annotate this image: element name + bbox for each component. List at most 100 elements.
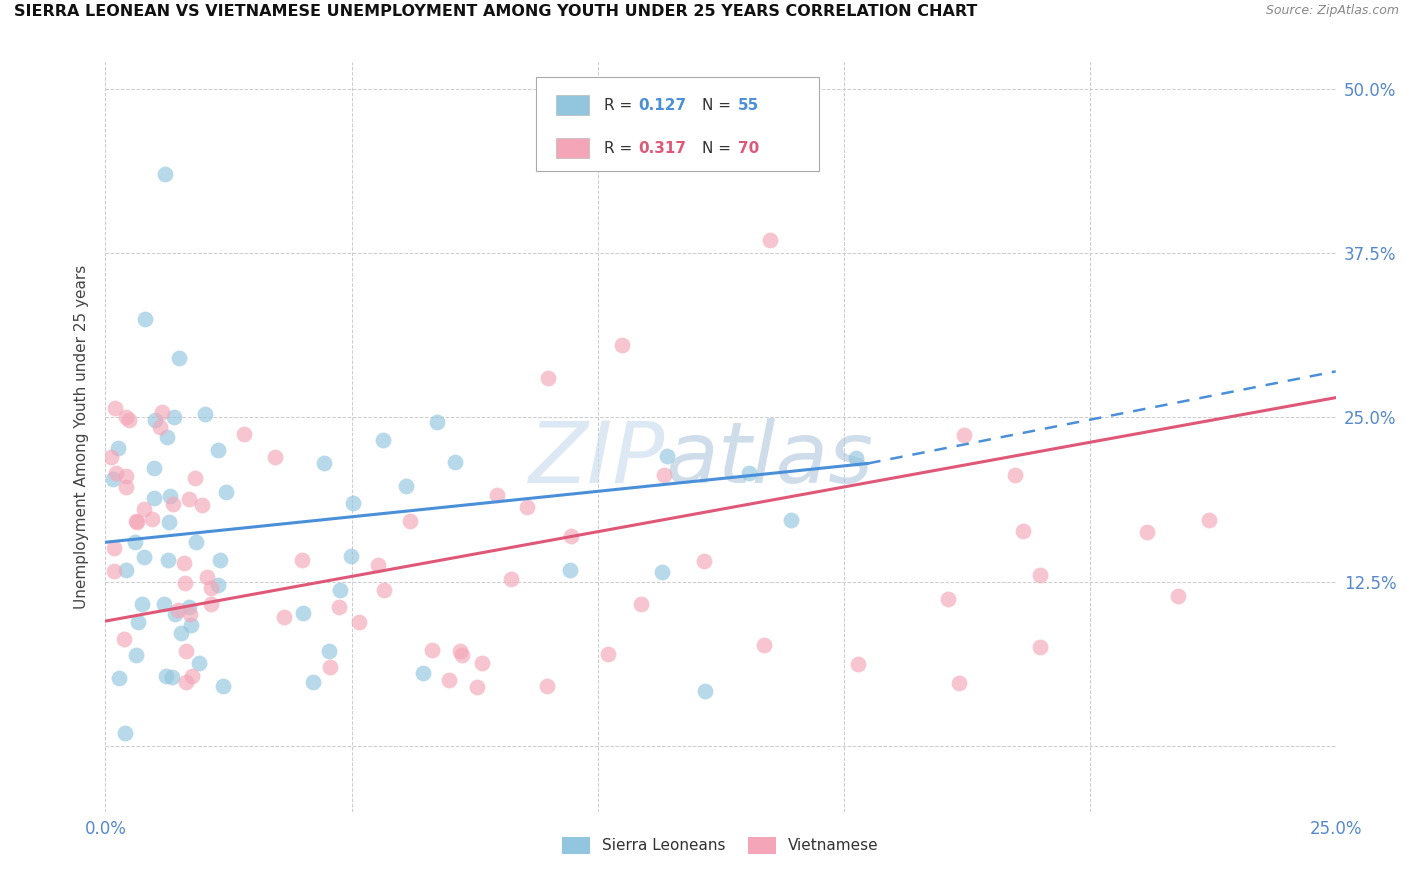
Point (302, 674, 325, 689)
Point (190, 499, 212, 513)
Point (180, 618, 202, 632)
Point (156, 430, 179, 444)
Point (179, 599, 201, 614)
Point (115, 469, 138, 483)
Point (630, 597, 652, 611)
Point (329, 583, 352, 598)
Point (195, 570, 218, 584)
Text: 55: 55 (738, 98, 759, 112)
Point (1029, 568, 1052, 582)
Point (485, 488, 508, 502)
Point (292, 607, 315, 621)
Point (846, 657, 869, 672)
Point (173, 556, 195, 570)
Text: 70: 70 (738, 141, 759, 156)
Point (103, 401, 125, 415)
FancyBboxPatch shape (555, 95, 589, 115)
Point (207, 577, 229, 591)
Point (651, 565, 673, 579)
Point (157, 553, 180, 567)
Point (936, 591, 959, 606)
Point (114, 726, 136, 740)
Point (738, 467, 761, 481)
Point (425, 415, 447, 429)
Point (184, 534, 207, 549)
Point (1029, 640, 1052, 655)
Point (398, 514, 420, 528)
Point (103, 472, 125, 486)
Point (342, 496, 364, 510)
Point (153, 167, 176, 181)
Point (693, 554, 716, 568)
Text: ZIP: ZIP (529, 418, 665, 501)
Point (610, 338, 633, 352)
Point (537, 371, 560, 385)
Point (1136, 525, 1159, 540)
Point (179, 491, 201, 506)
Point (152, 597, 174, 611)
Point (143, 413, 166, 427)
Point (373, 433, 395, 447)
Point (211, 679, 233, 693)
Text: Source: ZipAtlas.com: Source: ZipAtlas.com (1265, 4, 1399, 18)
Point (652, 468, 675, 483)
Point (444, 455, 467, 469)
Text: R =: R = (603, 98, 637, 112)
Point (340, 549, 363, 563)
Point (759, 233, 782, 247)
Point (395, 479, 418, 493)
Point (150, 405, 173, 419)
Point (373, 582, 395, 597)
Point (166, 603, 188, 617)
Point (165, 607, 187, 621)
Point (134, 311, 156, 326)
Text: SIERRA LEONEAN VS VIETNAMESE UNEMPLOYMENT AMONG YOUTH UNDER 25 YEARS CORRELATION: SIERRA LEONEAN VS VIETNAMESE UNEMPLOYMEN… (14, 4, 977, 20)
Point (752, 639, 775, 653)
Point (291, 552, 314, 566)
Point (163, 410, 186, 425)
Point (125, 515, 148, 529)
Point (1012, 524, 1035, 538)
Point (560, 529, 582, 543)
Point (179, 607, 201, 621)
Point (1198, 513, 1220, 527)
Text: N =: N = (702, 98, 735, 112)
Point (347, 615, 370, 629)
Point (131, 597, 153, 611)
Point (170, 625, 193, 640)
Point (536, 679, 558, 693)
Point (174, 675, 197, 690)
Point (312, 456, 335, 470)
Point (845, 451, 868, 466)
Point (174, 644, 197, 658)
Point (264, 450, 287, 465)
Point (1167, 589, 1189, 603)
Point (693, 684, 716, 698)
FancyBboxPatch shape (536, 78, 818, 171)
Text: R =: R = (603, 141, 637, 156)
Point (449, 643, 471, 657)
Point (157, 515, 180, 529)
Point (103, 541, 125, 556)
Point (437, 673, 460, 687)
Point (115, 563, 138, 577)
Point (127, 615, 149, 630)
Point (142, 491, 165, 506)
Point (471, 656, 494, 670)
Point (134, 549, 156, 564)
Point (134, 502, 156, 516)
Point (105, 467, 128, 481)
Point (188, 656, 211, 670)
Point (155, 669, 177, 683)
Point (159, 489, 181, 503)
Legend: Sierra Leoneans, Vietnamese: Sierra Leoneans, Vietnamese (557, 830, 884, 860)
Point (953, 427, 976, 442)
Point (124, 535, 146, 549)
Point (328, 599, 350, 614)
Point (200, 598, 222, 612)
Point (112, 632, 135, 646)
Point (273, 610, 295, 624)
Point (420, 642, 443, 657)
FancyBboxPatch shape (555, 138, 589, 159)
Y-axis label: Unemployment Among Youth under 25 years: Unemployment Among Youth under 25 years (75, 265, 90, 609)
